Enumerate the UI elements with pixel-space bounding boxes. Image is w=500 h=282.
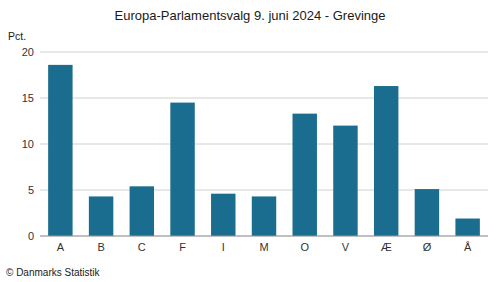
bars [48, 65, 480, 236]
grid-line [40, 236, 488, 237]
bar [374, 86, 398, 236]
bar [211, 194, 235, 236]
x-tick-label: Æ [381, 241, 392, 253]
x-tick-label: I [222, 241, 225, 253]
x-axis-line [40, 236, 488, 237]
x-tick-label: Ø [423, 241, 432, 253]
chart-container: Europa-Parlamentsvalg 9. juni 2024 - Gre… [0, 0, 500, 282]
y-tick-label: 15 [22, 92, 34, 104]
bar [455, 219, 479, 236]
bar [130, 186, 154, 236]
title: Europa-Parlamentsvalg 9. juni 2024 - Gre… [115, 8, 386, 23]
x-tick-label: C [138, 241, 146, 253]
bar [293, 114, 317, 236]
y-tick-label: 5 [28, 184, 34, 196]
bar [415, 189, 439, 236]
x-tick-label: Å [464, 241, 472, 253]
grid-line [40, 52, 488, 53]
grid-line [40, 144, 488, 145]
x-tick-label: M [259, 241, 268, 253]
x-tick-label: A [57, 241, 65, 253]
bar [48, 65, 72, 236]
x-tick-label: O [300, 241, 309, 253]
footer: © Danmarks Statistik [6, 267, 101, 278]
x-tick-label: F [179, 241, 186, 253]
x-tick-label: V [342, 241, 350, 253]
bar [89, 196, 113, 236]
bar [170, 103, 194, 236]
bar [252, 196, 276, 236]
y-tick-label: 10 [22, 138, 34, 150]
y-tick-label: 20 [22, 46, 34, 58]
grid-line [40, 98, 488, 99]
grid [40, 52, 488, 236]
y-axis-label: Pct. [8, 30, 26, 42]
y-tick-label: 0 [28, 230, 34, 242]
bar [333, 126, 357, 236]
chart: Europa-Parlamentsvalg 9. juni 2024 - Gre… [0, 0, 500, 282]
x-tick-label: B [97, 241, 104, 253]
